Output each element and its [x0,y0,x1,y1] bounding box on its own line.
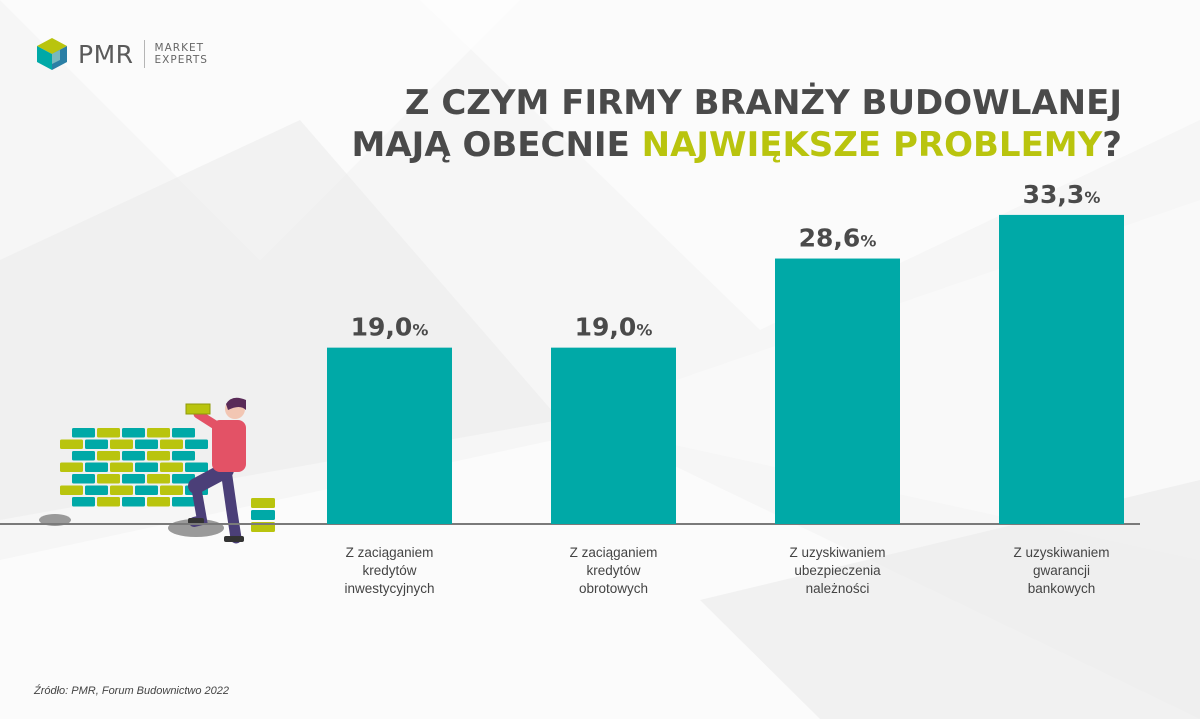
bars-group: 19,0% Z zaciąganiem kredytów inwestycyjnych… [327,180,1124,596]
brick [110,462,133,472]
brick [72,428,95,438]
data-label-1: 19,0% [351,313,429,342]
title-line2-suffix: ? [1102,125,1122,165]
brick [172,451,195,461]
bar-1 [327,347,452,524]
category-label-3-line-3: należności [806,581,870,596]
cube-icon [37,38,67,70]
data-label-2: 19,0% [575,313,653,342]
title-line1: Z CZYM FIRMY BRANŻY BUDOWLANEJ [404,83,1122,123]
brick [72,451,95,461]
brick [147,428,170,438]
category-label-1-line-2: kredytów [362,563,416,578]
data-label-3: 28,6% [799,224,877,253]
brand-tagline-line1: MARKET [154,42,205,54]
brand-logo: PMR MARKET EXPERTS [34,34,208,74]
category-label-4-line-2: gwarancji [1033,563,1090,578]
brick-stack [251,498,275,532]
brick [135,439,158,449]
category-label-2-line-3: obrotowych [579,581,648,596]
brick [60,485,83,495]
brand-tagline-line2: EXPERTS [154,54,208,66]
brick [185,462,208,472]
brick [97,451,120,461]
title-line2-prefix: MAJĄ OBECNIE [351,125,642,165]
category-label-3-line-1: Z uzyskiwaniem [789,545,885,560]
brick [60,439,83,449]
brick [147,474,170,484]
category-label-2-line-1: Z zaciąganiem [570,545,658,560]
title-highlight: NAJWIĘKSZE PROBLEMY [641,125,1103,165]
category-label-3-line-2: ubezpieczenia [794,563,881,578]
brick [160,462,183,472]
title-line2: MAJĄ OBECNIE NAJWIĘKSZE PROBLEMY? [352,124,1122,166]
brick [172,428,195,438]
brick [122,474,145,484]
brick [110,485,133,495]
brand-name: PMR [78,39,134,69]
brick [122,497,145,507]
brick [147,497,170,507]
brick [160,485,183,495]
brick [122,428,145,438]
brick [110,439,133,449]
builder-illustration [39,397,275,544]
category-label-4-line-1: Z uzyskiwaniem [1013,545,1109,560]
worker-figure [185,397,246,544]
brick [185,439,208,449]
stacked-brick [251,510,275,520]
brick [135,485,158,495]
brand-tagline: MARKET EXPERTS [155,42,208,66]
brick [160,439,183,449]
brick [85,439,108,449]
category-label-2-line-2: kredytów [586,563,640,578]
brick [135,462,158,472]
brick [85,485,108,495]
brick [85,462,108,472]
brick [172,497,195,507]
brick [60,462,83,472]
brick-wall [60,428,208,507]
bar-3 [775,258,900,524]
brick [97,428,120,438]
brick [172,474,195,484]
logo-divider [143,40,145,68]
brick [72,497,95,507]
brick [97,497,120,507]
brick [97,474,120,484]
category-label-1-line-1: Z zaciąganiem [346,545,434,560]
brick [147,451,170,461]
bar-2 [551,347,676,524]
category-label-1-line-3: inwestycyjnych [344,581,434,596]
category-label-4-line-3: bankowych [1028,581,1096,596]
brick [122,451,145,461]
source-note: Źródło: PMR, Forum Budownictwo 2022 [34,685,230,697]
stacked-brick [251,498,275,508]
brick [72,474,95,484]
bar-4 [999,214,1124,524]
chart-title: Z CZYM FIRMY BRANŻY BUDOWLANEJ MAJĄ OBEC… [352,82,1122,166]
data-label-4: 33,3% [1023,180,1101,209]
